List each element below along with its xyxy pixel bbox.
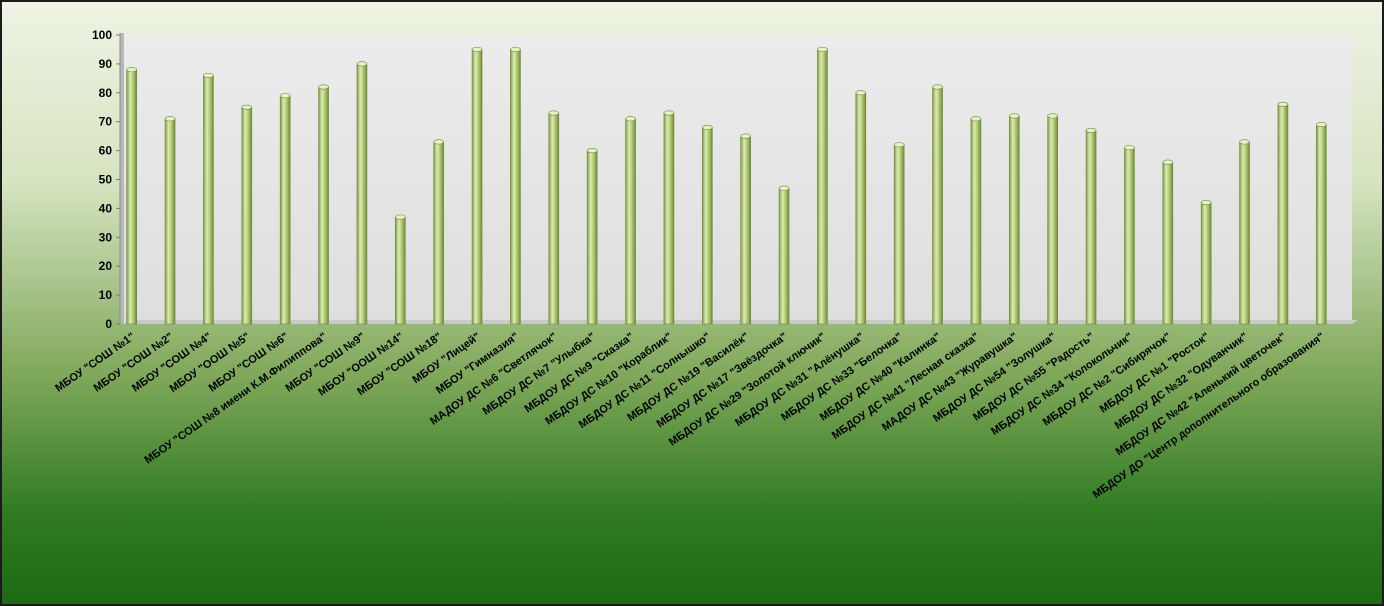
bar (1316, 122, 1327, 325)
bar (1047, 113, 1058, 325)
x-axis-labels: МБОУ "СОШ №1"МБОУ "СОШ №2"МБОУ "СОШ №4"М… (53, 331, 1327, 501)
y-tick-label: 10 (99, 288, 113, 302)
bars (126, 46, 1327, 325)
y-tick-label: 30 (99, 230, 113, 244)
y-tick-label: 100 (92, 28, 112, 42)
bar (778, 185, 790, 325)
bar (356, 61, 368, 325)
bar (510, 46, 521, 325)
bar (663, 110, 675, 325)
bar (1200, 200, 1212, 325)
bar (932, 84, 943, 325)
bar (394, 214, 406, 325)
bar (241, 104, 253, 325)
y-tick-label: 50 (99, 173, 113, 187)
bar (1008, 113, 1020, 325)
bar (318, 84, 329, 325)
bar (126, 67, 137, 325)
y-tick-label: 70 (99, 115, 113, 129)
y-tick-label: 40 (99, 201, 113, 215)
y-tick-label: 0 (105, 317, 112, 331)
bar (433, 139, 444, 325)
bar (203, 72, 214, 325)
bar (855, 90, 867, 325)
bar (279, 93, 291, 325)
bar (586, 148, 598, 325)
y-tick-label: 90 (99, 57, 113, 71)
bar (625, 116, 636, 325)
bar (1124, 145, 1135, 325)
bar (817, 46, 828, 325)
y-tick-label: 60 (99, 144, 113, 158)
y-tick-label: 80 (99, 86, 113, 100)
bar (893, 142, 905, 325)
bar (740, 133, 751, 325)
y-tick-label: 20 (99, 259, 113, 273)
bar (970, 116, 982, 325)
y-axis: 0 10 20 30 40 50 60 70 80 90 100 (92, 28, 121, 331)
bar (164, 116, 176, 325)
bar (1162, 159, 1174, 325)
bar (1239, 139, 1250, 325)
bar (471, 46, 483, 325)
side-wall (120, 33, 124, 324)
bar (701, 124, 713, 325)
bar (548, 110, 560, 325)
bar (1085, 127, 1097, 325)
bar (1277, 101, 1289, 325)
